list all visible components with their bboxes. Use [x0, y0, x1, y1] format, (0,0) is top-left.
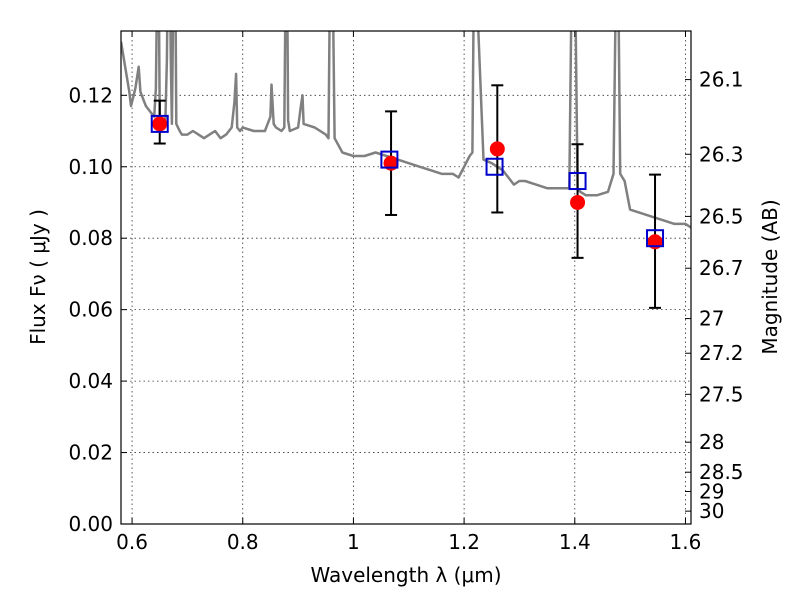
right-tick-label: 26.7	[699, 256, 744, 280]
observed-point	[570, 194, 586, 210]
plot-area	[121, 31, 691, 229]
spectrum-line	[121, 31, 691, 229]
model-point	[646, 229, 665, 248]
right-tick-label: 26.5	[699, 204, 744, 228]
photometry-markers	[150, 84, 665, 309]
x-tick-label: 0.6	[116, 530, 148, 554]
y-axis-label: Flux Fν ( μJy )	[26, 209, 50, 345]
plot-frame	[120, 30, 692, 525]
right-tick-label: 28.5	[699, 460, 744, 484]
y-tick-label: 0.00	[68, 512, 113, 536]
y-tick-label: 0.02	[68, 441, 113, 465]
x-tick-label: 0.8	[227, 530, 259, 554]
x-tick-label: 1.2	[448, 530, 480, 554]
right-tick-label: 26.3	[699, 142, 744, 166]
x-tick-label: 1.4	[559, 530, 591, 554]
y-axis-label-right: Magnitude (AB)	[758, 199, 782, 354]
y-tick-label: 0.04	[68, 369, 113, 393]
x-axis-label: Wavelength λ (μm)	[310, 563, 501, 587]
model-point	[380, 150, 399, 169]
x-tick-label: 1.6	[670, 530, 702, 554]
right-tick-label: 27.2	[699, 341, 744, 365]
y-tick-label: 0.06	[68, 298, 113, 322]
right-tick-label: 30	[699, 499, 724, 523]
observed-point	[152, 116, 168, 132]
right-tick-label: 26.1	[699, 68, 744, 92]
axis-ticks: 0.6 0.8 1 1.2 1.4 1.6 0.00 0.02 0.04 0.06 0.08 0.10…	[68, 31, 744, 554]
right-tick-label: 29	[699, 479, 724, 503]
right-tick-label: 27	[699, 307, 724, 331]
x-tick-label: 1	[347, 530, 360, 554]
y-tick-label: 0.08	[68, 226, 113, 250]
observed-point	[489, 141, 505, 157]
y-tick-label: 0.12	[68, 83, 113, 107]
model-point	[568, 172, 587, 191]
grid-lines	[121, 31, 691, 524]
right-tick-label: 27.5	[699, 382, 744, 406]
y-tick-label: 0.10	[68, 155, 113, 179]
model-point	[485, 157, 504, 176]
right-tick-label: 28	[699, 430, 724, 454]
model-point	[150, 114, 169, 133]
